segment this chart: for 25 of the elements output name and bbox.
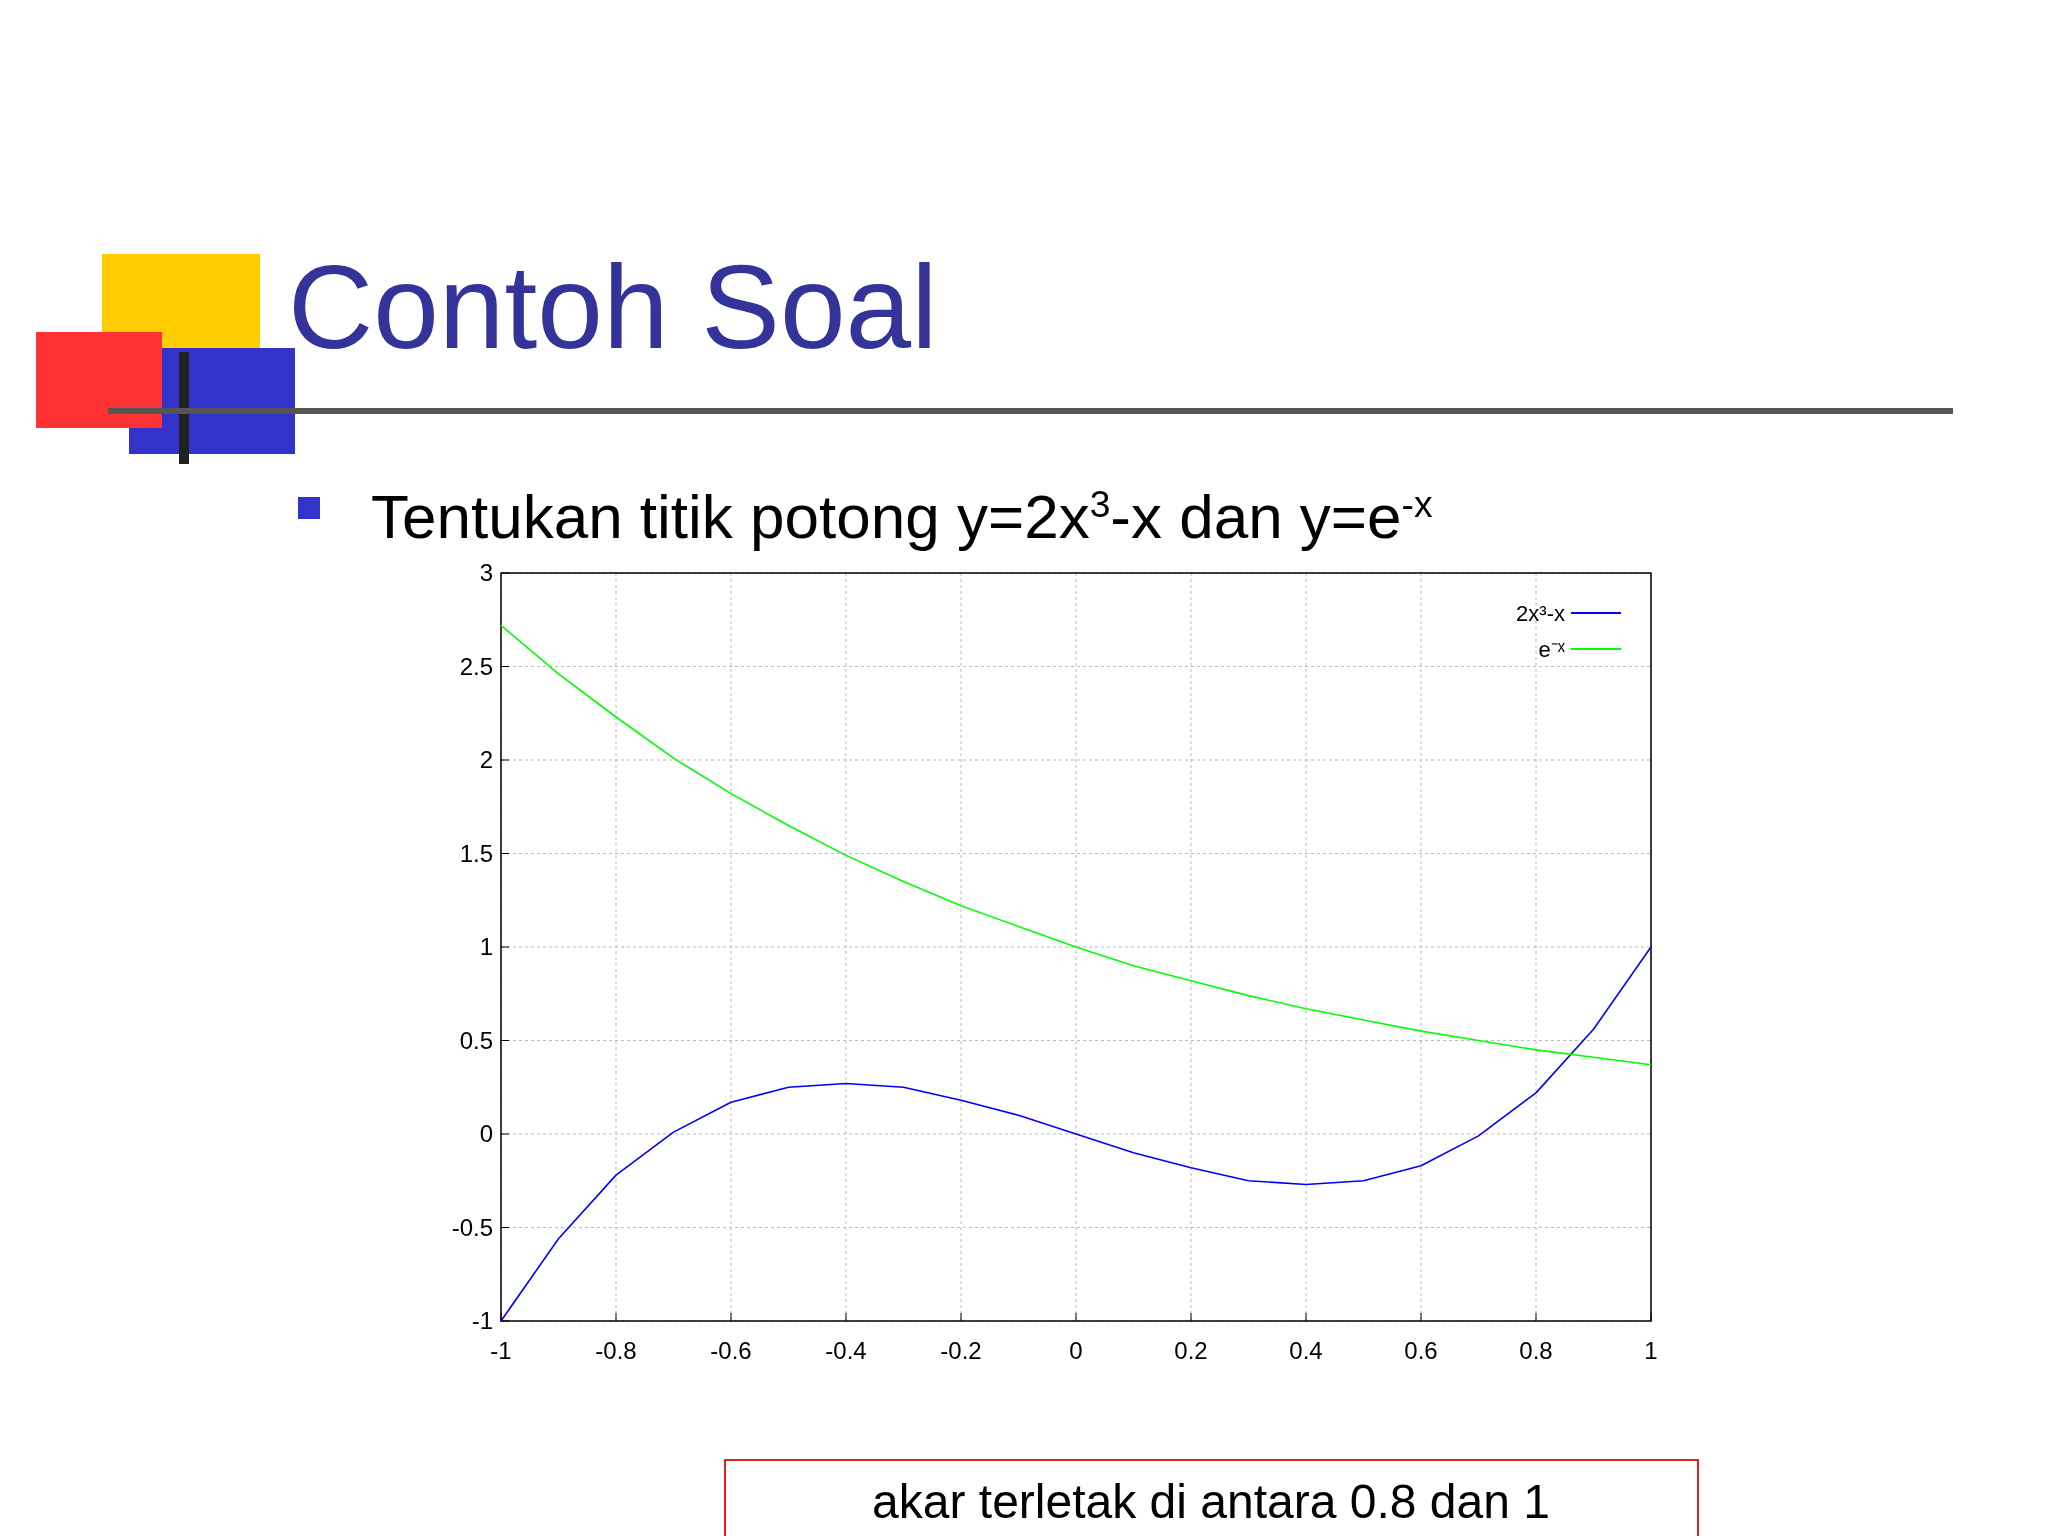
y-tick-label: 0.5	[459, 1026, 493, 1054]
text: akar terletak di antara 0.8 dan 1	[872, 1475, 1550, 1528]
y-tick-label: 3	[479, 559, 493, 587]
x-tick-label: 0.8	[1519, 1337, 1553, 1364]
line-series	[500, 624, 1652, 1066]
y-tick-label: 0	[479, 1120, 493, 1148]
x-tick-label: 0	[1069, 1337, 1083, 1364]
legend-label: e⁻ˣ	[1538, 636, 1566, 662]
x-tick-label: 0.2	[1174, 1337, 1208, 1364]
x-tick-label: -0.6	[710, 1337, 752, 1364]
y-tick-label: -0.5	[451, 1213, 493, 1241]
x-tick-label: -0.2	[940, 1337, 982, 1364]
y-tick-label: 1	[479, 933, 493, 961]
y-tick-label: 2.5	[459, 652, 493, 680]
y-tick-label: -1	[471, 1307, 493, 1335]
legend-label: 2x³-x	[1516, 600, 1565, 626]
chart-subtitle: Tentukan titik potong y=2x$^{3}$-x dan y=e$^{-x}$	[371, 482, 1433, 551]
x-tick-label: 0.6	[1404, 1337, 1438, 1364]
x-tick-label: 1	[1644, 1337, 1658, 1364]
y-tick-label: 1.5	[459, 839, 493, 867]
x-tick-label: -0.4	[825, 1337, 867, 1364]
chart-title: Contoh Soal	[288, 241, 938, 373]
y-tick-label: 2	[479, 746, 493, 774]
x-tick-label: -0.8	[595, 1337, 637, 1364]
x-tick-label: 0.4	[1289, 1337, 1323, 1364]
